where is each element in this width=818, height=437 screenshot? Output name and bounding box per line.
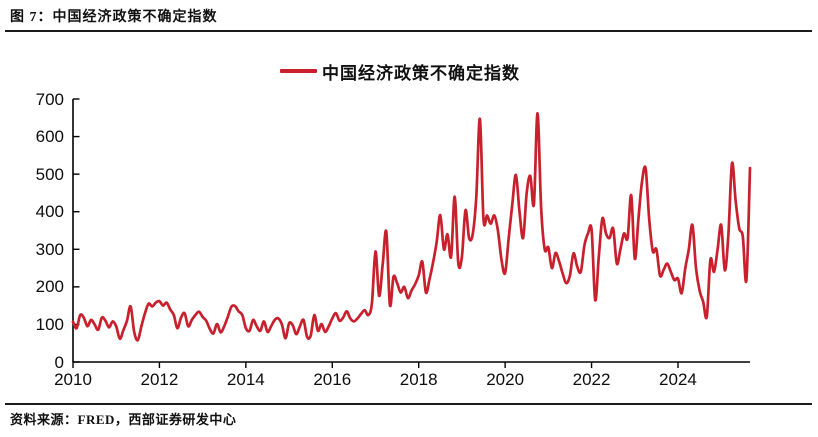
y-axis-tick-label: 600 xyxy=(35,127,64,147)
y-axis-tick-label: 200 xyxy=(35,277,64,297)
title-divider xyxy=(5,30,812,32)
source-note: 资料来源：FRED，西部证券研发中心 xyxy=(10,412,237,427)
figure-title: 图 7：中国经济政策不确定指数 xyxy=(10,10,218,25)
x-axis-tick-label: 2012 xyxy=(140,370,179,389)
x-axis-tick-label: 2022 xyxy=(572,370,611,389)
x-axis-tick-label: 2016 xyxy=(313,370,352,389)
y-axis-tick-label: 700 xyxy=(35,89,64,109)
legend-series-label: 中国经济政策不确定指数 xyxy=(322,63,520,83)
y-axis-tick-label: 100 xyxy=(35,314,64,334)
x-axis-tick-label: 2024 xyxy=(659,370,697,389)
x-axis-tick-label: 2010 xyxy=(54,370,92,389)
x-axis-tick-label: 2018 xyxy=(399,370,438,389)
y-axis-tick-label: 300 xyxy=(35,239,64,259)
x-axis-tick-label: 2020 xyxy=(486,370,525,389)
y-axis-tick-label: 0 xyxy=(54,352,64,372)
y-axis-tick-label: 400 xyxy=(35,202,64,222)
legend-line-swatch xyxy=(280,69,317,73)
chart-legend: 中国经济政策不确定指数 xyxy=(0,58,800,84)
source-divider xyxy=(5,403,812,405)
x-axis-tick-label: 2014 xyxy=(226,370,265,389)
epu-series-line xyxy=(71,111,752,342)
y-axis-tick-label: 500 xyxy=(35,164,64,184)
